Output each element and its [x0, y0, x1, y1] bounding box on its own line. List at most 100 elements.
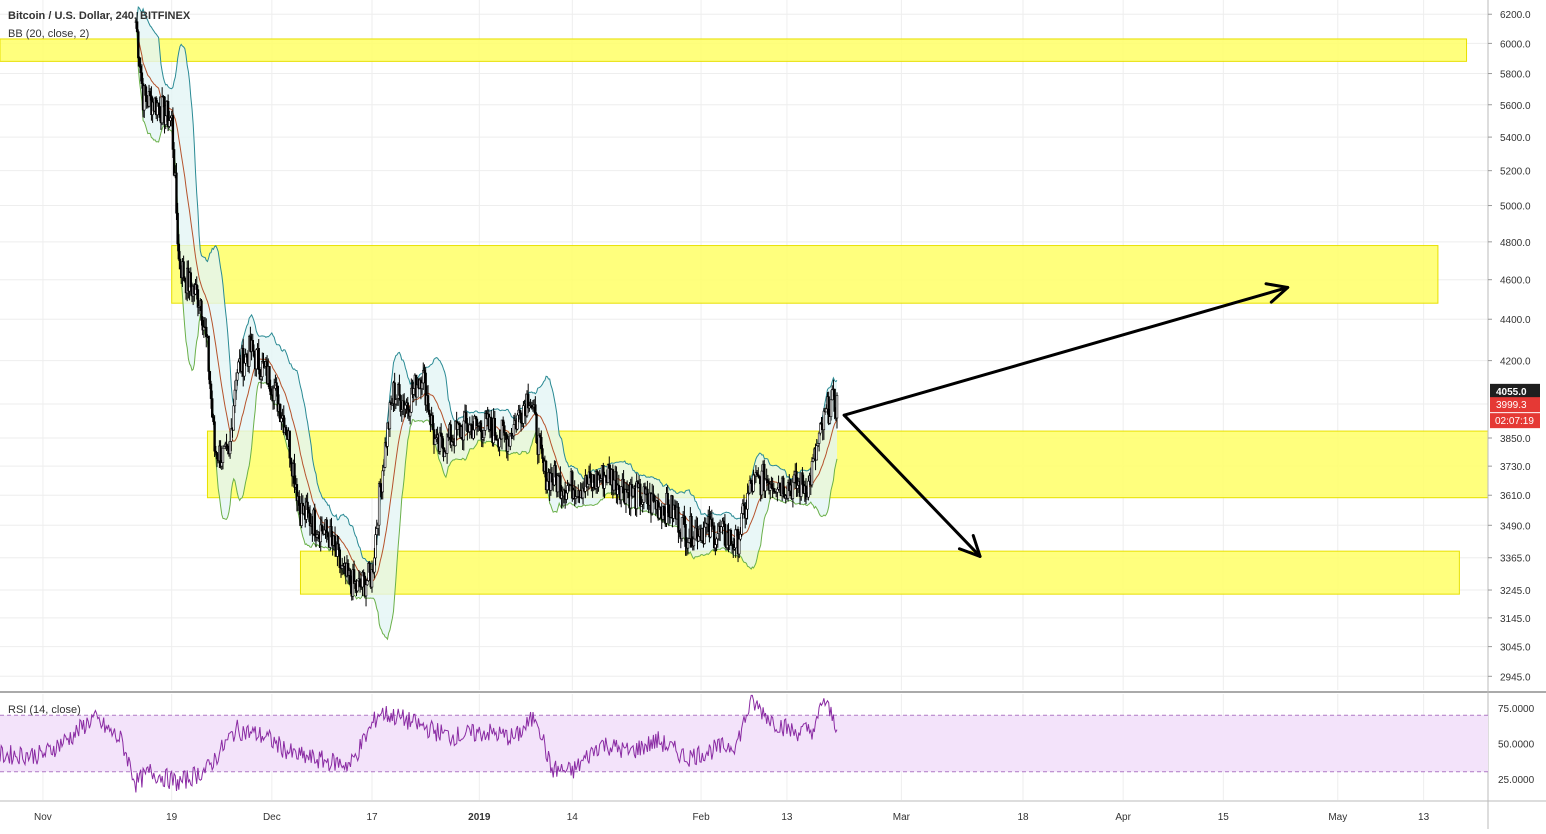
candle	[257, 348, 260, 371]
x-tick-label: 13	[781, 812, 793, 823]
candle	[522, 405, 525, 424]
last-price-text: 3999.3	[1496, 400, 1527, 411]
candle	[764, 478, 767, 492]
candle	[398, 384, 401, 396]
candle	[475, 418, 479, 426]
candle	[200, 300, 203, 321]
candle	[275, 382, 278, 387]
candle	[641, 502, 644, 505]
candle	[566, 485, 569, 494]
symbol-title: Bitcoin / U.S. Dollar, 240, BITFINEX	[8, 10, 191, 22]
candle	[176, 212, 179, 245]
rsi-tick-label: 25.0000	[1498, 775, 1535, 786]
price-tick-label: 3610.0	[1500, 491, 1531, 502]
candle	[631, 487, 635, 497]
candle	[464, 411, 468, 424]
candle	[228, 441, 232, 455]
candle	[490, 416, 493, 432]
price-tick-label: 4800.0	[1500, 238, 1531, 249]
candle	[233, 389, 237, 407]
candle	[408, 411, 412, 417]
support-resistance-zone	[171, 245, 1439, 304]
candle	[140, 72, 144, 84]
candle	[139, 66, 142, 74]
candle	[639, 483, 642, 507]
candle	[177, 243, 181, 260]
candle	[822, 410, 826, 431]
candle	[215, 452, 219, 460]
candle	[518, 409, 522, 414]
projection-arrow	[842, 282, 1290, 417]
candle	[745, 508, 748, 519]
candle	[617, 484, 621, 491]
support-resistance-zone	[299, 550, 1460, 595]
candle	[178, 258, 182, 270]
candle	[333, 535, 337, 547]
candle	[374, 534, 377, 559]
candle	[810, 461, 814, 486]
bb-lower-line	[135, 21, 838, 641]
candle	[171, 115, 175, 150]
candle	[796, 485, 799, 489]
candle	[504, 432, 507, 436]
bb-legend: BB (20, close, 2)	[8, 28, 89, 40]
candle	[137, 31, 140, 59]
candle	[546, 480, 549, 491]
candle	[714, 544, 717, 549]
candle	[183, 277, 187, 282]
candle	[338, 549, 342, 568]
candle	[382, 467, 386, 472]
candle	[758, 475, 761, 479]
candle	[207, 335, 210, 372]
candle	[412, 388, 415, 395]
candle	[368, 563, 371, 573]
candle	[259, 376, 263, 380]
candle	[772, 488, 776, 492]
candle	[666, 492, 669, 505]
candle	[738, 538, 741, 555]
candle	[693, 527, 697, 540]
candle	[225, 443, 228, 447]
candle	[776, 488, 779, 493]
candle	[742, 503, 746, 507]
candle	[426, 395, 430, 411]
rsi-tick-label: 75.0000	[1498, 704, 1535, 715]
projection-arrow	[842, 413, 982, 558]
candle	[537, 434, 541, 455]
symbol-legend: Bitcoin / U.S. Dollar, 240, BITFINEX	[8, 10, 190, 22]
candle	[169, 117, 172, 121]
candle	[381, 470, 384, 493]
x-tick-label: 2019	[468, 812, 491, 823]
candle	[692, 538, 696, 547]
candle	[622, 478, 625, 494]
candle	[406, 402, 409, 410]
candle	[819, 423, 822, 434]
candle	[652, 493, 655, 502]
candle	[182, 261, 185, 279]
candle	[534, 404, 537, 415]
candle	[503, 425, 506, 433]
x-tick-label: 17	[366, 812, 378, 823]
candle	[792, 474, 796, 483]
x-tick-label: Nov	[34, 812, 52, 823]
candle	[293, 463, 296, 488]
candle	[474, 416, 477, 420]
candle	[541, 448, 544, 459]
x-tick-label: 18	[1017, 812, 1029, 823]
x-tick-label: 15	[1218, 812, 1230, 823]
x-tick-label: Mar	[893, 812, 911, 823]
rsi-indicator-title: RSI (14, close)	[8, 704, 81, 716]
candle	[662, 505, 666, 516]
candle	[770, 483, 773, 489]
candle	[746, 492, 749, 510]
rsi-line	[0, 694, 838, 793]
candle	[556, 475, 560, 493]
candle	[325, 519, 328, 533]
candle	[501, 419, 505, 426]
candle	[673, 504, 677, 511]
candle	[428, 409, 431, 415]
candle	[144, 85, 147, 96]
candle	[313, 509, 316, 537]
x-tick-label: Apr	[1115, 812, 1131, 823]
